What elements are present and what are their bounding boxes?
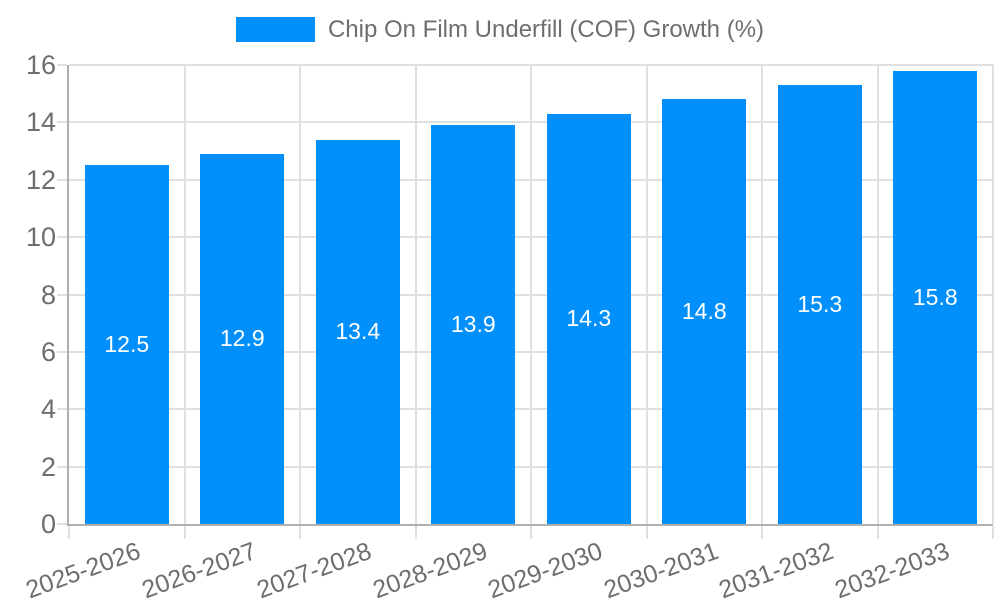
x-axis-tick-label: 2027-2028 xyxy=(253,537,376,604)
y-axis-tick-label: 6 xyxy=(40,336,56,367)
x-axis-tick xyxy=(761,526,763,539)
x-axis-tick-label: 2031-2032 xyxy=(715,537,838,604)
bar[interactable]: 13.9 xyxy=(431,125,516,524)
x-axis-tick xyxy=(530,526,532,539)
legend-item[interactable]: Chip On Film Underfill (COF) Growth (%) xyxy=(235,16,765,43)
y-axis-tick xyxy=(57,408,67,411)
bar-value-label: 13.4 xyxy=(335,318,381,345)
bar-value-label: 12.5 xyxy=(104,331,150,358)
x-axis-tick-label: 2029-2030 xyxy=(484,537,607,604)
vertical-gridline xyxy=(645,65,648,524)
bar[interactable]: 13.4 xyxy=(315,139,400,524)
x-axis-tick xyxy=(876,526,879,539)
y-axis-tick-label: 12 xyxy=(25,164,56,195)
bar[interactable]: 15.8 xyxy=(893,70,978,524)
y-axis-tick xyxy=(57,293,67,296)
bar[interactable]: 15.3 xyxy=(777,85,862,524)
bar[interactable]: 14.8 xyxy=(662,99,747,524)
y-axis-tick xyxy=(57,523,67,525)
y-axis-tick-label: 0 xyxy=(40,509,56,539)
x-axis-tick xyxy=(992,526,994,539)
x-axis-tick-label: 2030-2031 xyxy=(599,537,722,604)
x-axis-tick-label: 2026-2027 xyxy=(137,537,260,604)
y-axis-tick-label: 2 xyxy=(40,451,56,482)
x-axis-tick xyxy=(68,526,70,539)
vertical-gridline xyxy=(299,65,301,524)
legend-label: Chip On Film Underfill (COF) Growth (%) xyxy=(327,16,765,43)
vertical-gridline xyxy=(876,65,879,524)
vertical-gridline xyxy=(761,65,763,524)
y-axis-tick xyxy=(57,121,67,124)
y-axis-tick xyxy=(57,350,67,353)
y-axis-tick-label: 8 xyxy=(40,279,56,310)
bar[interactable]: 12.9 xyxy=(200,153,285,524)
legend: Chip On Film Underfill (COF) Growth (%) xyxy=(0,16,1000,43)
bar[interactable]: 14.3 xyxy=(546,113,631,524)
plot-area: 12.5 12.9 13.4 13.9 14.3 14.8 15.3 15.8 xyxy=(67,64,994,526)
bar-value-label: 12.9 xyxy=(219,325,265,352)
y-axis-tick xyxy=(57,465,67,468)
bar-value-label: 15.8 xyxy=(912,283,958,310)
x-axis-tick xyxy=(299,526,301,539)
legend-swatch-icon xyxy=(235,17,315,42)
x-axis-tick xyxy=(183,526,186,539)
y-axis-tick-label: 14 xyxy=(25,107,56,138)
y-axis-tick xyxy=(57,178,67,181)
x-axis-tick xyxy=(645,526,648,539)
bar-value-label: 15.3 xyxy=(797,291,843,318)
y-axis-tick xyxy=(57,236,67,239)
y-axis-tick xyxy=(57,64,67,66)
y-axis-tick-label: 16 xyxy=(25,50,56,80)
x-axis-tick-label: 2028-2029 xyxy=(368,537,491,604)
bar-value-label: 14.8 xyxy=(681,298,727,325)
bar[interactable]: 12.5 xyxy=(84,165,169,524)
y-axis-tick-label: 10 xyxy=(25,222,56,253)
x-axis-tick xyxy=(414,526,417,539)
vertical-gridline xyxy=(530,65,532,524)
vertical-gridline xyxy=(183,65,186,524)
y-axis-tick-label: 4 xyxy=(40,394,56,425)
x-axis-tick-label: 2032-2033 xyxy=(830,537,953,604)
bar-value-label: 13.9 xyxy=(450,311,496,338)
x-axis-tick-label: 2025-2026 xyxy=(22,537,145,604)
bar-value-label: 14.3 xyxy=(566,305,612,332)
vertical-gridline xyxy=(992,65,994,524)
vertical-gridline xyxy=(414,65,417,524)
